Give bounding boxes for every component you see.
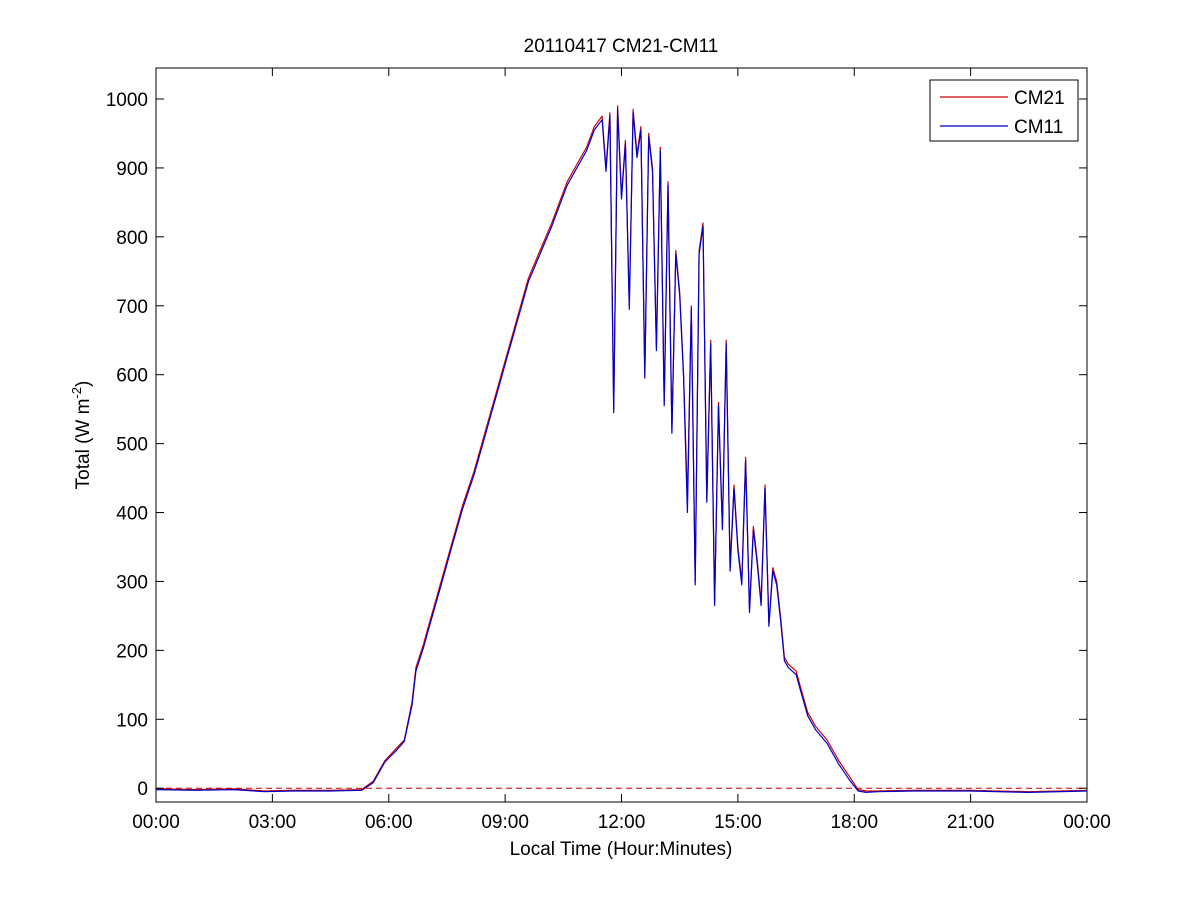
x-axis-label: Local Time (Hour:Minutes): [510, 839, 733, 860]
legend-box: [929, 79, 1079, 142]
y-axis-label-superscript: -2: [69, 387, 84, 399]
y-axis-ticks: 0 100 200 300 400 500 600 700 800 900 1000: [106, 90, 1087, 800]
y-tick-label: 1000: [106, 90, 148, 111]
x-tick-label: 09:00: [481, 812, 529, 833]
y-tick-label: 700: [116, 297, 148, 318]
y-tick-label: 900: [116, 159, 148, 180]
y-tick-label: 200: [116, 641, 148, 662]
y-tick-label: 400: [116, 504, 148, 525]
series-lines: [155, 105, 1088, 794]
y-tick-label: 500: [116, 435, 148, 456]
plot-area: [155, 67, 1088, 803]
y-tick-label: 0: [137, 779, 148, 800]
x-tick-label: 06:00: [365, 812, 413, 833]
x-tick-label: 21:00: [947, 812, 995, 833]
y-tick-label: 100: [116, 710, 148, 731]
legend-label-cm11: CM11: [1014, 117, 1063, 138]
y-tick-label: 800: [116, 228, 148, 249]
y-tick-label: 600: [116, 366, 148, 387]
legend-label-cm21: CM21: [1014, 88, 1065, 109]
x-tick-label: 12:00: [598, 812, 646, 833]
legend: CM21 CM11: [929, 79, 1079, 142]
y-axis-label: Total (W m-2): [69, 381, 94, 490]
chart-title: 20110417 CM21-CM11: [524, 36, 719, 57]
x-tick-label: 18:00: [830, 812, 878, 833]
x-tick-label: 00:00: [132, 812, 180, 833]
y-axis-label-tail: ): [73, 381, 94, 387]
x-tick-label: 00:00: [1063, 812, 1111, 833]
series-line-cm11: [155, 108, 1088, 794]
x-tick-label: 03:00: [249, 812, 297, 833]
x-axis-ticks: 00:00 03:00 06:00 09:00 12:00 15:00 18:00 21:00…: [132, 68, 1111, 833]
y-axis-label-base: Total (W m: [73, 399, 94, 490]
y-tick-label: 300: [116, 572, 148, 593]
x-tick-label: 15:00: [714, 812, 762, 833]
